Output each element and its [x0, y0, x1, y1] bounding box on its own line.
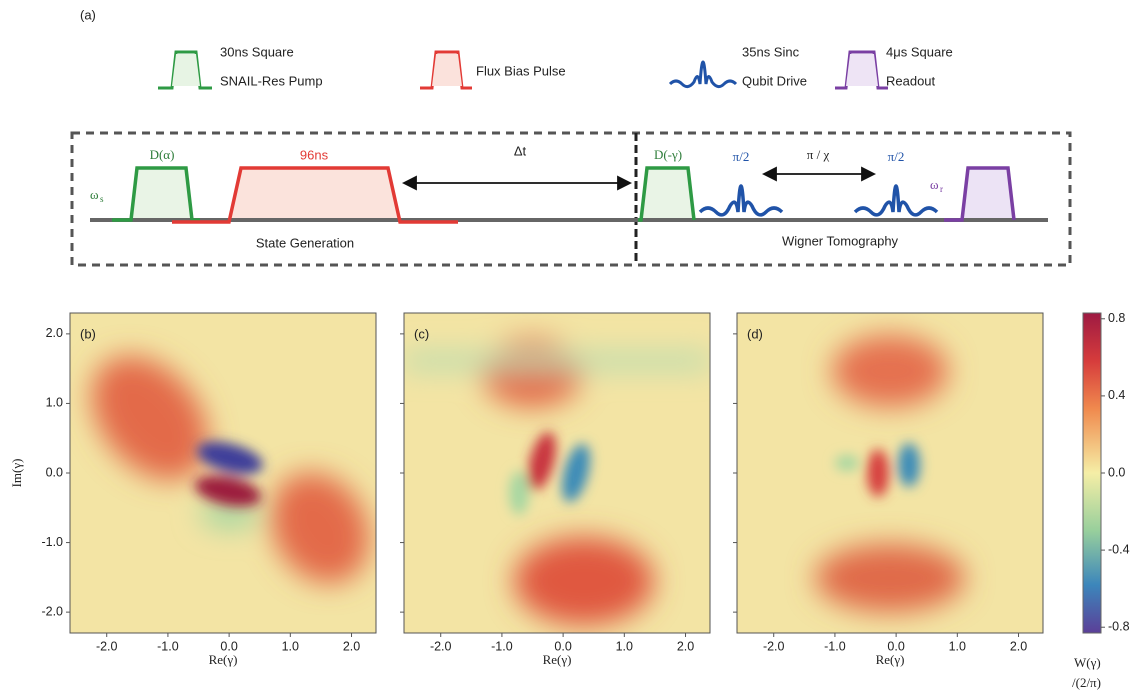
colorbar-tick-label: 0.0 — [1108, 465, 1125, 479]
y-tick-label: 0.0 — [46, 465, 63, 479]
x-tick-label: -1.0 — [491, 639, 513, 653]
label: Δt — [514, 143, 527, 158]
y-tick-label: 1.0 — [46, 396, 63, 410]
label: ω — [930, 177, 939, 192]
panel-label: (a) — [80, 7, 96, 22]
panel-label: (d) — [747, 326, 763, 341]
x-tick-label: -2.0 — [430, 639, 452, 653]
x-tick-label: 0.0 — [220, 639, 237, 653]
legend-text: Qubit Drive — [742, 73, 807, 88]
label: 96ns — [300, 147, 329, 162]
x-tick-label: 0.0 — [887, 639, 904, 653]
x-axis-label: Re(γ) — [543, 652, 572, 667]
x-axis-label: Re(γ) — [209, 652, 238, 667]
x-tick-label: 0.0 — [554, 639, 571, 653]
label: D(α) — [150, 147, 175, 162]
colorbar-tick-label: 0.8 — [1108, 311, 1125, 325]
y-tick-label: -2.0 — [41, 604, 63, 618]
colorbar-label: /(2/π) — [1072, 675, 1101, 690]
label: State Generation — [256, 235, 354, 250]
colorbar — [1082, 312, 1102, 634]
y-tick-label: -1.0 — [41, 535, 63, 549]
label: s — [100, 194, 104, 204]
panel-label: (c) — [414, 326, 429, 341]
x-tick-label: -1.0 — [824, 639, 846, 653]
x-tick-label: -2.0 — [763, 639, 785, 653]
colorbar-tick-label: -0.8 — [1108, 620, 1130, 634]
x-tick-label: 1.0 — [616, 639, 633, 653]
label: ω — [90, 187, 99, 202]
label: r — [940, 184, 943, 194]
label: π / χ — [807, 147, 830, 162]
x-tick-label: 2.0 — [677, 639, 694, 653]
heatmap-panel: (c) -2.0 -1.0 0.0 1.0 2.0 Re(γ) — [400, 312, 711, 667]
colorbar-tick-label: -0.4 — [1108, 542, 1130, 556]
x-axis-label: Re(γ) — [876, 652, 905, 667]
sequence-box — [70, 131, 1072, 267]
x-tick-label: 2.0 — [343, 639, 360, 653]
legend-icons — [158, 50, 888, 90]
legend-text: 35ns Sinc — [742, 44, 800, 59]
heatmap-panel: (b) -2.0 -1.0 0.0 1.0 2.0 -2.0 -1.0 0.0 1.0 2.0 Re(… — [9, 312, 377, 667]
x-tick-label: 1.0 — [282, 639, 299, 653]
label: D(-γ) — [654, 147, 682, 162]
y-tick-label: 2.0 — [46, 326, 63, 340]
pulses — [112, 166, 1016, 224]
label: Wigner Tomography — [782, 233, 899, 248]
legend-text: Flux Bias Pulse — [476, 63, 566, 78]
legend-text: SNAIL-Res Pump — [220, 73, 323, 88]
label: π/2 — [888, 149, 905, 164]
label: π/2 — [733, 149, 750, 164]
arrows — [401, 166, 877, 191]
legend-text: 30ns Square — [220, 44, 294, 59]
legend-text: Readout — [886, 73, 936, 88]
colorbar-label: W(γ) — [1074, 655, 1101, 670]
x-tick-label: 2.0 — [1010, 639, 1027, 653]
y-axis-label: Im(γ) — [9, 459, 24, 488]
x-tick-label: 1.0 — [949, 639, 966, 653]
x-tick-label: -1.0 — [157, 639, 179, 653]
legend-text: 4μs Square — [886, 44, 953, 59]
heatmap-panel: (d) -2.0 -1.0 0.0 1.0 2.0 Re(γ) — [733, 312, 1044, 667]
x-tick-label: -2.0 — [96, 639, 118, 653]
panel-label: (b) — [80, 326, 96, 341]
colorbar-tick-label: 0.4 — [1108, 388, 1125, 402]
